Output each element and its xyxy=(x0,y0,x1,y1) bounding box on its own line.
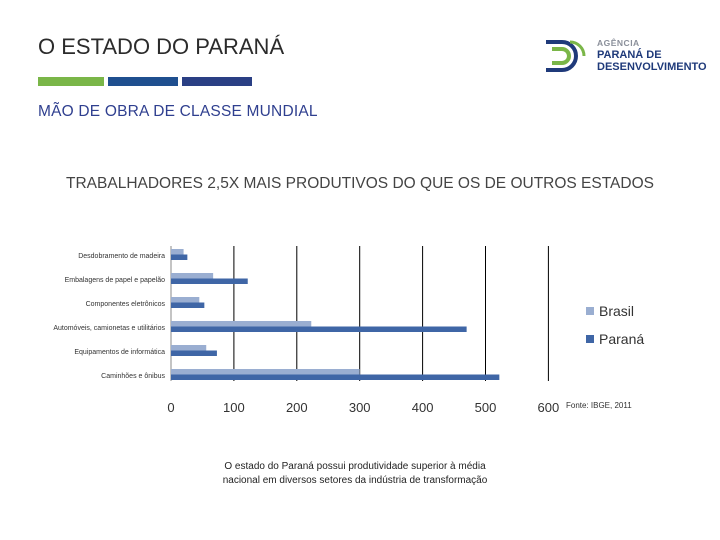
bar xyxy=(171,254,188,260)
x-tick-label: 200 xyxy=(286,400,308,415)
category-label: Desdobramento de madeira xyxy=(78,253,165,260)
title-stripe-navy xyxy=(182,77,252,86)
bar xyxy=(171,297,200,303)
category-label: Automóveis, camionetas e utilitários xyxy=(53,325,165,332)
category-label: Embalagens de papel e papelão xyxy=(65,277,166,284)
bar xyxy=(171,345,207,351)
bar xyxy=(171,278,248,284)
legend-swatch xyxy=(586,335,594,343)
bar xyxy=(171,350,217,356)
caption-line-2: nacional em diversos setores da indústri… xyxy=(222,475,488,486)
x-tick-label: 500 xyxy=(475,400,497,415)
logo-line-1: AGÊNCIA xyxy=(597,38,640,48)
chart-headline: TRABALHADORES 2,5X MAIS PRODUTIVOS DO QU… xyxy=(66,175,654,192)
logo-line-2: PARANÁ DE xyxy=(597,49,662,61)
title-stripe-blue xyxy=(108,77,178,86)
bar xyxy=(171,321,312,327)
x-tick-label: 300 xyxy=(349,400,371,415)
bar xyxy=(171,302,205,308)
source-note: Fonte: IBGE, 2011 xyxy=(566,401,632,410)
legend-label: Brasil xyxy=(599,303,634,319)
agencia-parana-logo-icon xyxy=(546,40,586,72)
logo-line-3: DESENVOLVIMENTO xyxy=(597,61,707,73)
bar xyxy=(171,369,360,375)
bar xyxy=(171,273,214,279)
category-label: Equipamentos de informática xyxy=(74,349,165,356)
legend-swatch xyxy=(586,307,594,315)
page-title: O ESTADO DO PARANÁ xyxy=(38,34,285,59)
x-tick-label: 400 xyxy=(412,400,434,415)
category-label: Caminhões e ônibus xyxy=(101,373,165,380)
x-tick-label: 600 xyxy=(538,400,560,415)
bar xyxy=(171,249,184,255)
page-subtitle: MÃO DE OBRA DE CLASSE MUNDIAL xyxy=(38,103,318,120)
category-label: Componentes eletrônicos xyxy=(86,301,166,308)
bar xyxy=(171,326,467,332)
title-stripe-green xyxy=(38,77,104,86)
x-tick-label: 0 xyxy=(167,400,174,415)
chart-caption: O estado do Paraná possui produtividade … xyxy=(200,460,510,488)
legend-label: Paraná xyxy=(599,331,644,347)
bar xyxy=(171,374,500,380)
x-tick-label: 100 xyxy=(223,400,245,415)
caption-line-1: O estado do Paraná possui produtividade … xyxy=(224,461,486,472)
agency-logo: AGÊNCIA PARANÁ DE DESENVOLVIMENTO xyxy=(540,36,710,76)
